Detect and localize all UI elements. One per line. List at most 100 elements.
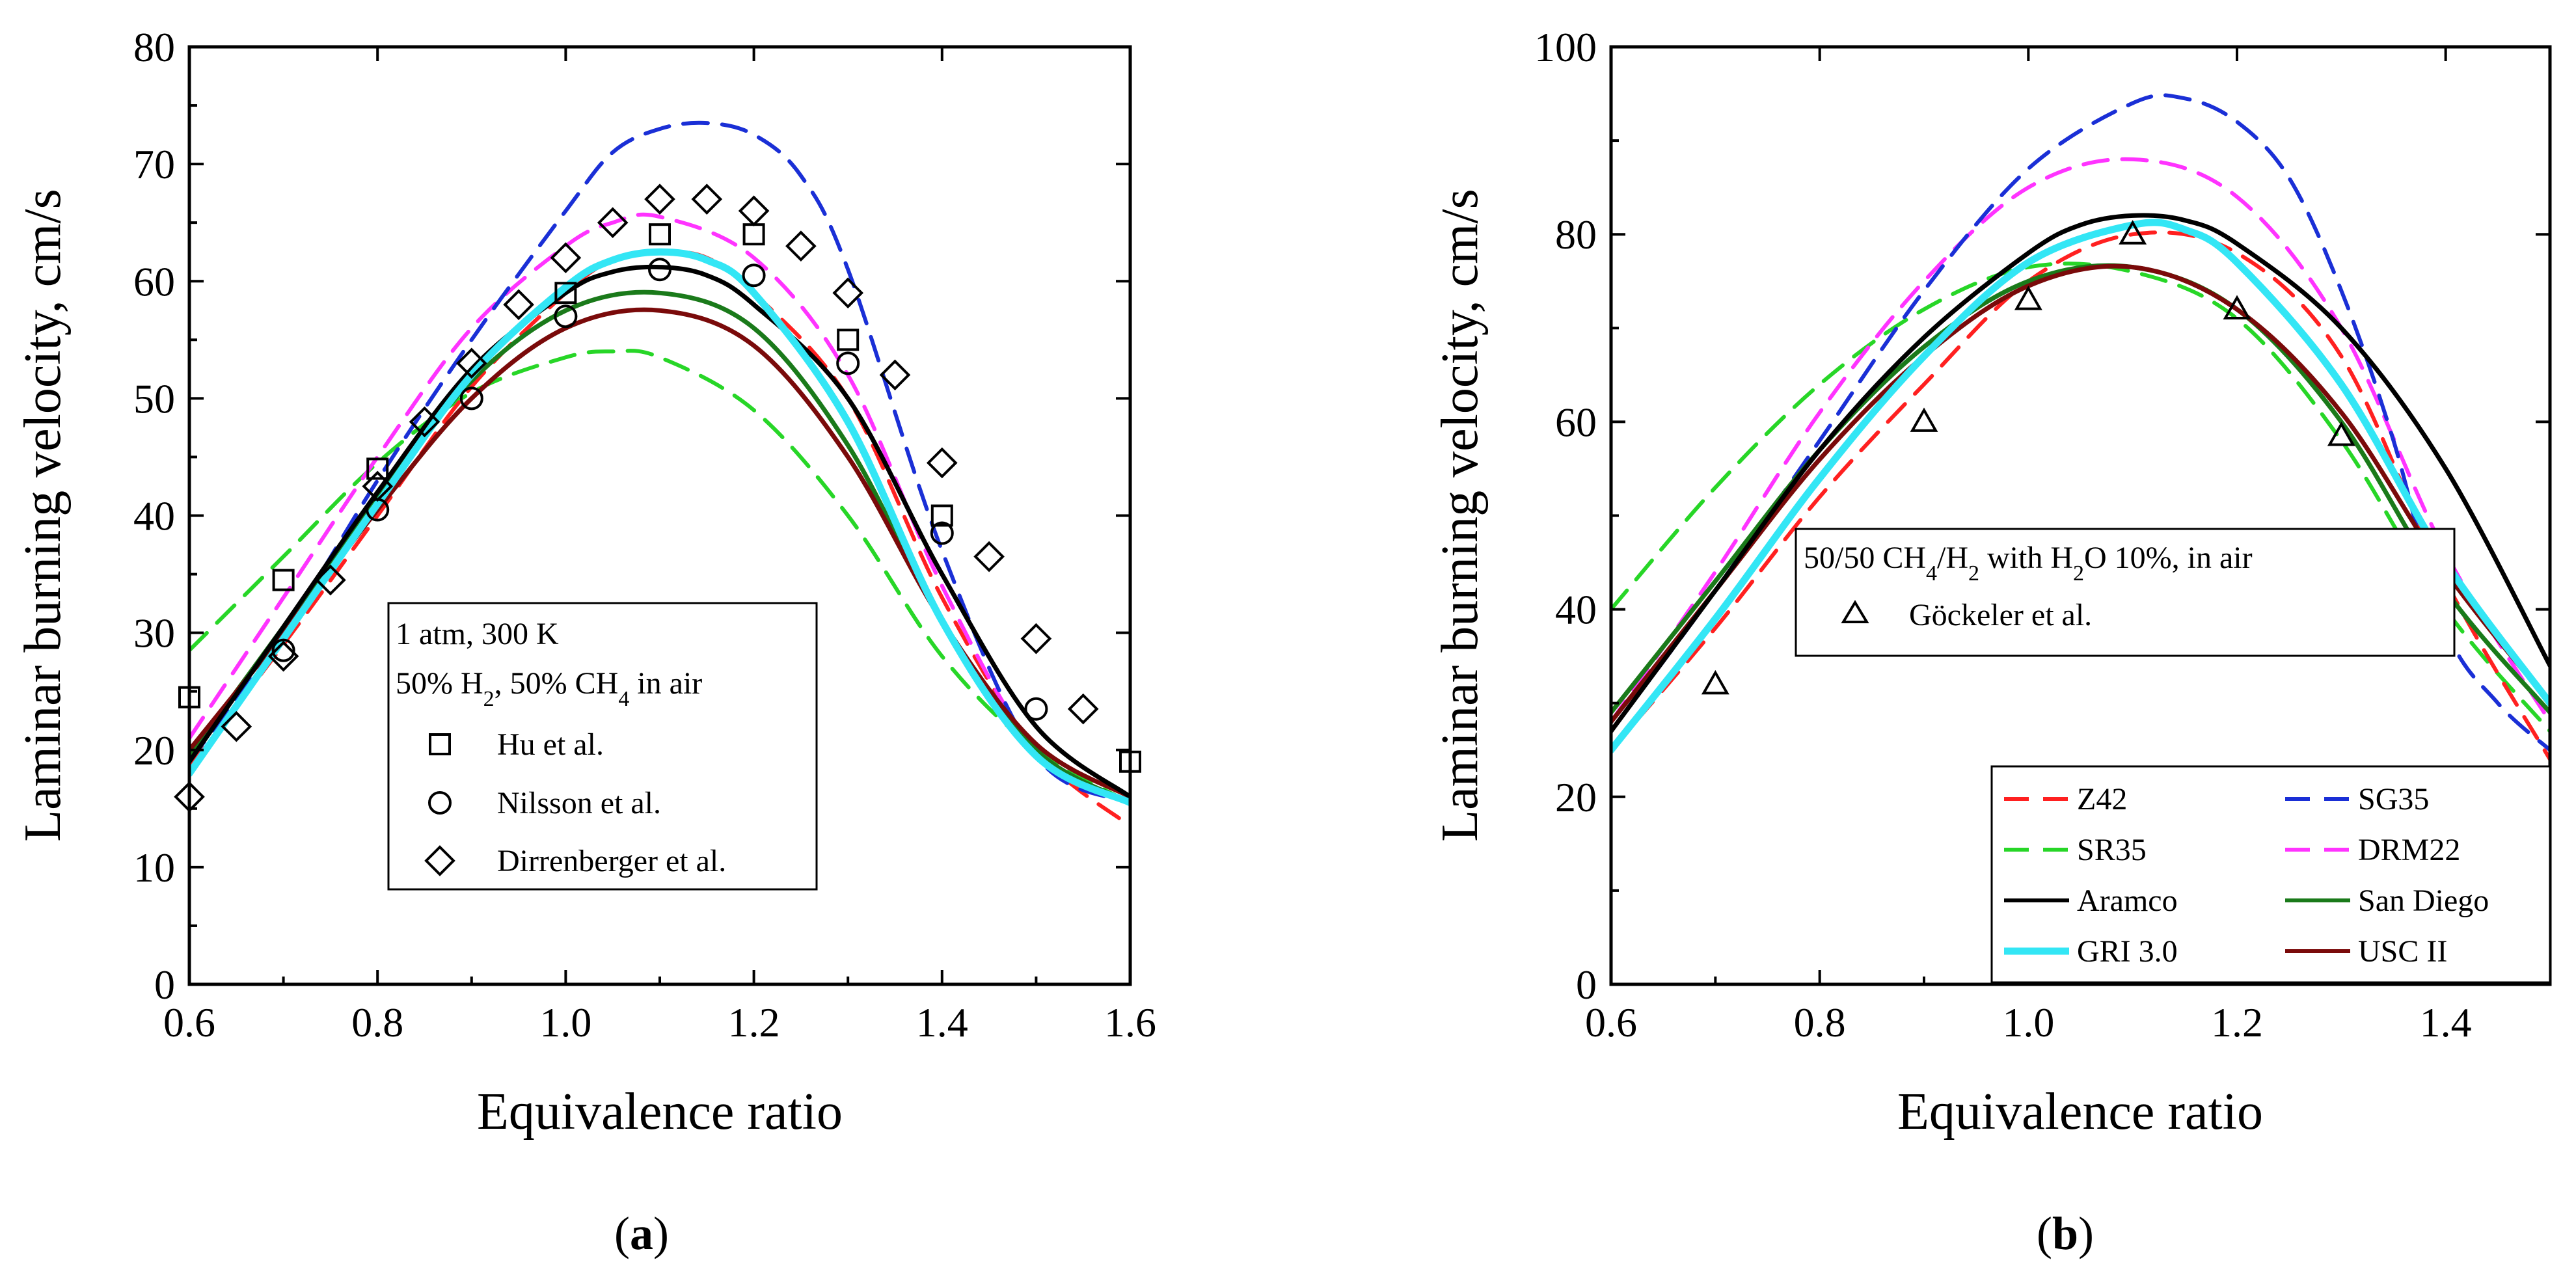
panel-b-legend-lines-box <box>1990 765 2551 984</box>
panel-b-point-g-ckeler-et-al <box>2223 295 2251 319</box>
panel-a-series-gri-3-0 <box>189 248 1130 807</box>
caption-a: (a) <box>614 1207 669 1260</box>
legend-label-usc-ii: USC II <box>2358 934 2447 969</box>
legend-label-sr35: SR35 <box>2077 833 2147 867</box>
panel-a-point-nilsson-et-al <box>930 521 954 545</box>
legend-b-part-2: /H <box>1937 541 1968 575</box>
legend-mixture-sub-h2: 2 <box>483 687 495 711</box>
panel-a-y-tick-label: 0 <box>154 962 175 1008</box>
caption-b-letter: b <box>2052 1207 2078 1260</box>
panel-a-point-nilsson-et-al <box>554 304 578 329</box>
panel-a-point-dirrenberger-et-al <box>644 183 675 215</box>
legend-label-aramco: Aramco <box>2077 883 2178 918</box>
panel-a-ticks: 0.6 0.8 1.0 1.2 1.4 1.6 0 10 20 30 40 50 60 70 80 <box>133 24 1156 1045</box>
legend-label-z42: Z42 <box>2077 782 2127 816</box>
panel-a-point-dirrenberger-et-al <box>455 347 487 379</box>
panel-a-point-dirrenberger-et-al <box>550 242 582 274</box>
panel-b-y-tick-label: 60 <box>1555 399 1597 445</box>
legend-mixture-part-1: 50% H <box>396 666 483 701</box>
legend-b-sub-ch4: 4 <box>1926 561 1937 586</box>
panel-a-point-nilsson-et-al <box>836 351 860 375</box>
panel-a-series-drm22 <box>189 212 1130 805</box>
legend-label-gri-3-0: GRI 3.0 <box>2077 934 2178 969</box>
panel-a-legend-condition: 1 atm, 300 K <box>396 617 559 651</box>
caption-b-close: ) <box>2078 1207 2094 1260</box>
panel-a-legend: 1 atm, 300 K 50% H2, 50% CH4 in air Hu e… <box>387 602 818 891</box>
legend-b-sub-h2o: 2 <box>2073 561 2084 586</box>
panel-b-legend-mixture: 50/50 CH4/H2 with H2O 10%, in air <box>1804 541 2253 586</box>
panel-b-y-tick-label: 20 <box>1555 774 1597 820</box>
panel-b-x-tick-label: 0.6 <box>1585 999 1637 1045</box>
panel-a: 0.6 0.8 1.0 1.2 1.4 1.6 0 10 20 30 40 50 60 70 80 Equi… <box>14 24 1156 1260</box>
panel-b-x-tick-label: 1.2 <box>2211 999 2263 1045</box>
panel-b-series-z42 <box>1611 230 2550 762</box>
panel-a-point-dirrenberger-et-al <box>362 470 394 502</box>
panel-a-y-tick-label: 50 <box>133 375 175 422</box>
panel-a-point-dirrenberger-et-al <box>597 207 629 239</box>
panel-a-point-dirrenberger-et-al <box>738 195 770 227</box>
caption-a-letter: a <box>630 1207 653 1260</box>
legend-b-sub-h2: 2 <box>1968 561 1979 586</box>
panel-a-x-axis-label: Equivalence ratio <box>477 1083 843 1140</box>
panel-a-x-tick-label: 1.2 <box>728 999 780 1045</box>
legend-circle-marker <box>428 791 452 815</box>
panel-a-point-nilsson-et-al <box>271 638 295 662</box>
panel-b-legend-gockeler: Göckeler et al. <box>1909 598 2092 632</box>
panel-a-point-dirrenberger-et-al <box>503 289 534 321</box>
legend-square-marker <box>429 733 451 755</box>
panel-b-legend-experiment: 50/50 CH4/H2 with H2O 10%, in air Göckel… <box>1795 528 2456 657</box>
panel-a-point-hu-et-al <box>649 223 671 246</box>
legend-label-drm22: DRM22 <box>2358 833 2460 867</box>
panel-b: 0.6 0.8 1.0 1.2 1.4 0 20 40 60 80 100 Equivalence … <box>1431 24 2552 1260</box>
panel-a-point-nilsson-et-al <box>742 263 766 288</box>
panel-a-legend-mixture: 50% H2, 50% CH4 in air <box>396 666 702 711</box>
panel-a-point-dirrenberger-et-al <box>267 640 299 672</box>
caption-a-close: ) <box>653 1207 669 1260</box>
caption-b: (b) <box>2037 1207 2094 1260</box>
panel-b-y-tick-label: 100 <box>1534 24 1597 70</box>
panel-a-point-nilsson-et-al <box>459 386 483 411</box>
panel-a-point-dirrenberger-et-al <box>221 710 252 742</box>
panel-b-legend-exp-box <box>1795 528 2456 657</box>
legend-mixture-part-3: in air <box>629 666 702 701</box>
panel-a-point-hu-et-al <box>837 329 860 351</box>
panel-b-x-tick-label: 1.4 <box>2420 999 2472 1045</box>
panel-a-legend-nilsson: Nilsson et al. <box>497 786 661 820</box>
panel-a-point-dirrenberger-et-al <box>832 277 864 309</box>
panel-b-series-drm22 <box>1611 157 2550 724</box>
legend-label-sg35: SG35 <box>2358 782 2429 816</box>
panel-b-series-sg35 <box>1611 93 2550 752</box>
panel-a-x-tick-label: 1.6 <box>1104 999 1156 1045</box>
panel-a-point-dirrenberger-et-al <box>973 541 1005 573</box>
panel-b-y-axis-label: Laminar burning velocity, cm/s <box>1431 189 1489 841</box>
legend-b-part-3: with H <box>1979 541 2073 575</box>
panel-a-series-aramco <box>189 264 1130 800</box>
panel-b-point-g-ckeler-et-al <box>2119 220 2147 245</box>
legend-mixture-part-2: , 50% CH <box>495 666 619 701</box>
panel-a-point-dirrenberger-et-al <box>315 564 346 596</box>
panel-a-series-sr35 <box>189 349 1130 805</box>
panel-a-series-sg35 <box>189 120 1130 805</box>
panel-a-legend-box <box>387 602 818 891</box>
panel-b-x-tick-label: 1.0 <box>2002 999 2054 1045</box>
panel-a-point-dirrenberger-et-al <box>691 183 723 215</box>
panel-a-point-hu-et-al <box>930 504 953 527</box>
legend-b-part-4: O 10%, in air <box>2084 541 2253 575</box>
panel-b-markers <box>1701 220 2355 695</box>
panel-a-x-tick-label: 0.8 <box>351 999 403 1045</box>
panel-a-point-dirrenberger-et-al <box>785 230 817 262</box>
panel-a-y-tick-label: 80 <box>133 24 175 70</box>
panel-b-y-tick-label: 40 <box>1555 587 1597 633</box>
panel-a-y-tick-label: 20 <box>133 727 175 774</box>
panel-a-point-dirrenberger-et-al <box>879 359 911 391</box>
panel-a-point-dirrenberger-et-al <box>1067 693 1099 725</box>
panel-b-y-tick-label: 80 <box>1555 211 1597 258</box>
panel-b-point-g-ckeler-et-al <box>1701 669 1729 695</box>
panel-b-series-gri-3-0 <box>1611 219 2550 754</box>
panel-a-legend-hu: Hu et al. <box>497 727 604 762</box>
legend-triangle-marker <box>1841 600 1869 623</box>
panel-a-y-tick-label: 40 <box>133 493 175 539</box>
panel-b-point-g-ckeler-et-al <box>2014 286 2042 310</box>
panel-b-x-tick-label: 0.8 <box>1794 999 1846 1045</box>
